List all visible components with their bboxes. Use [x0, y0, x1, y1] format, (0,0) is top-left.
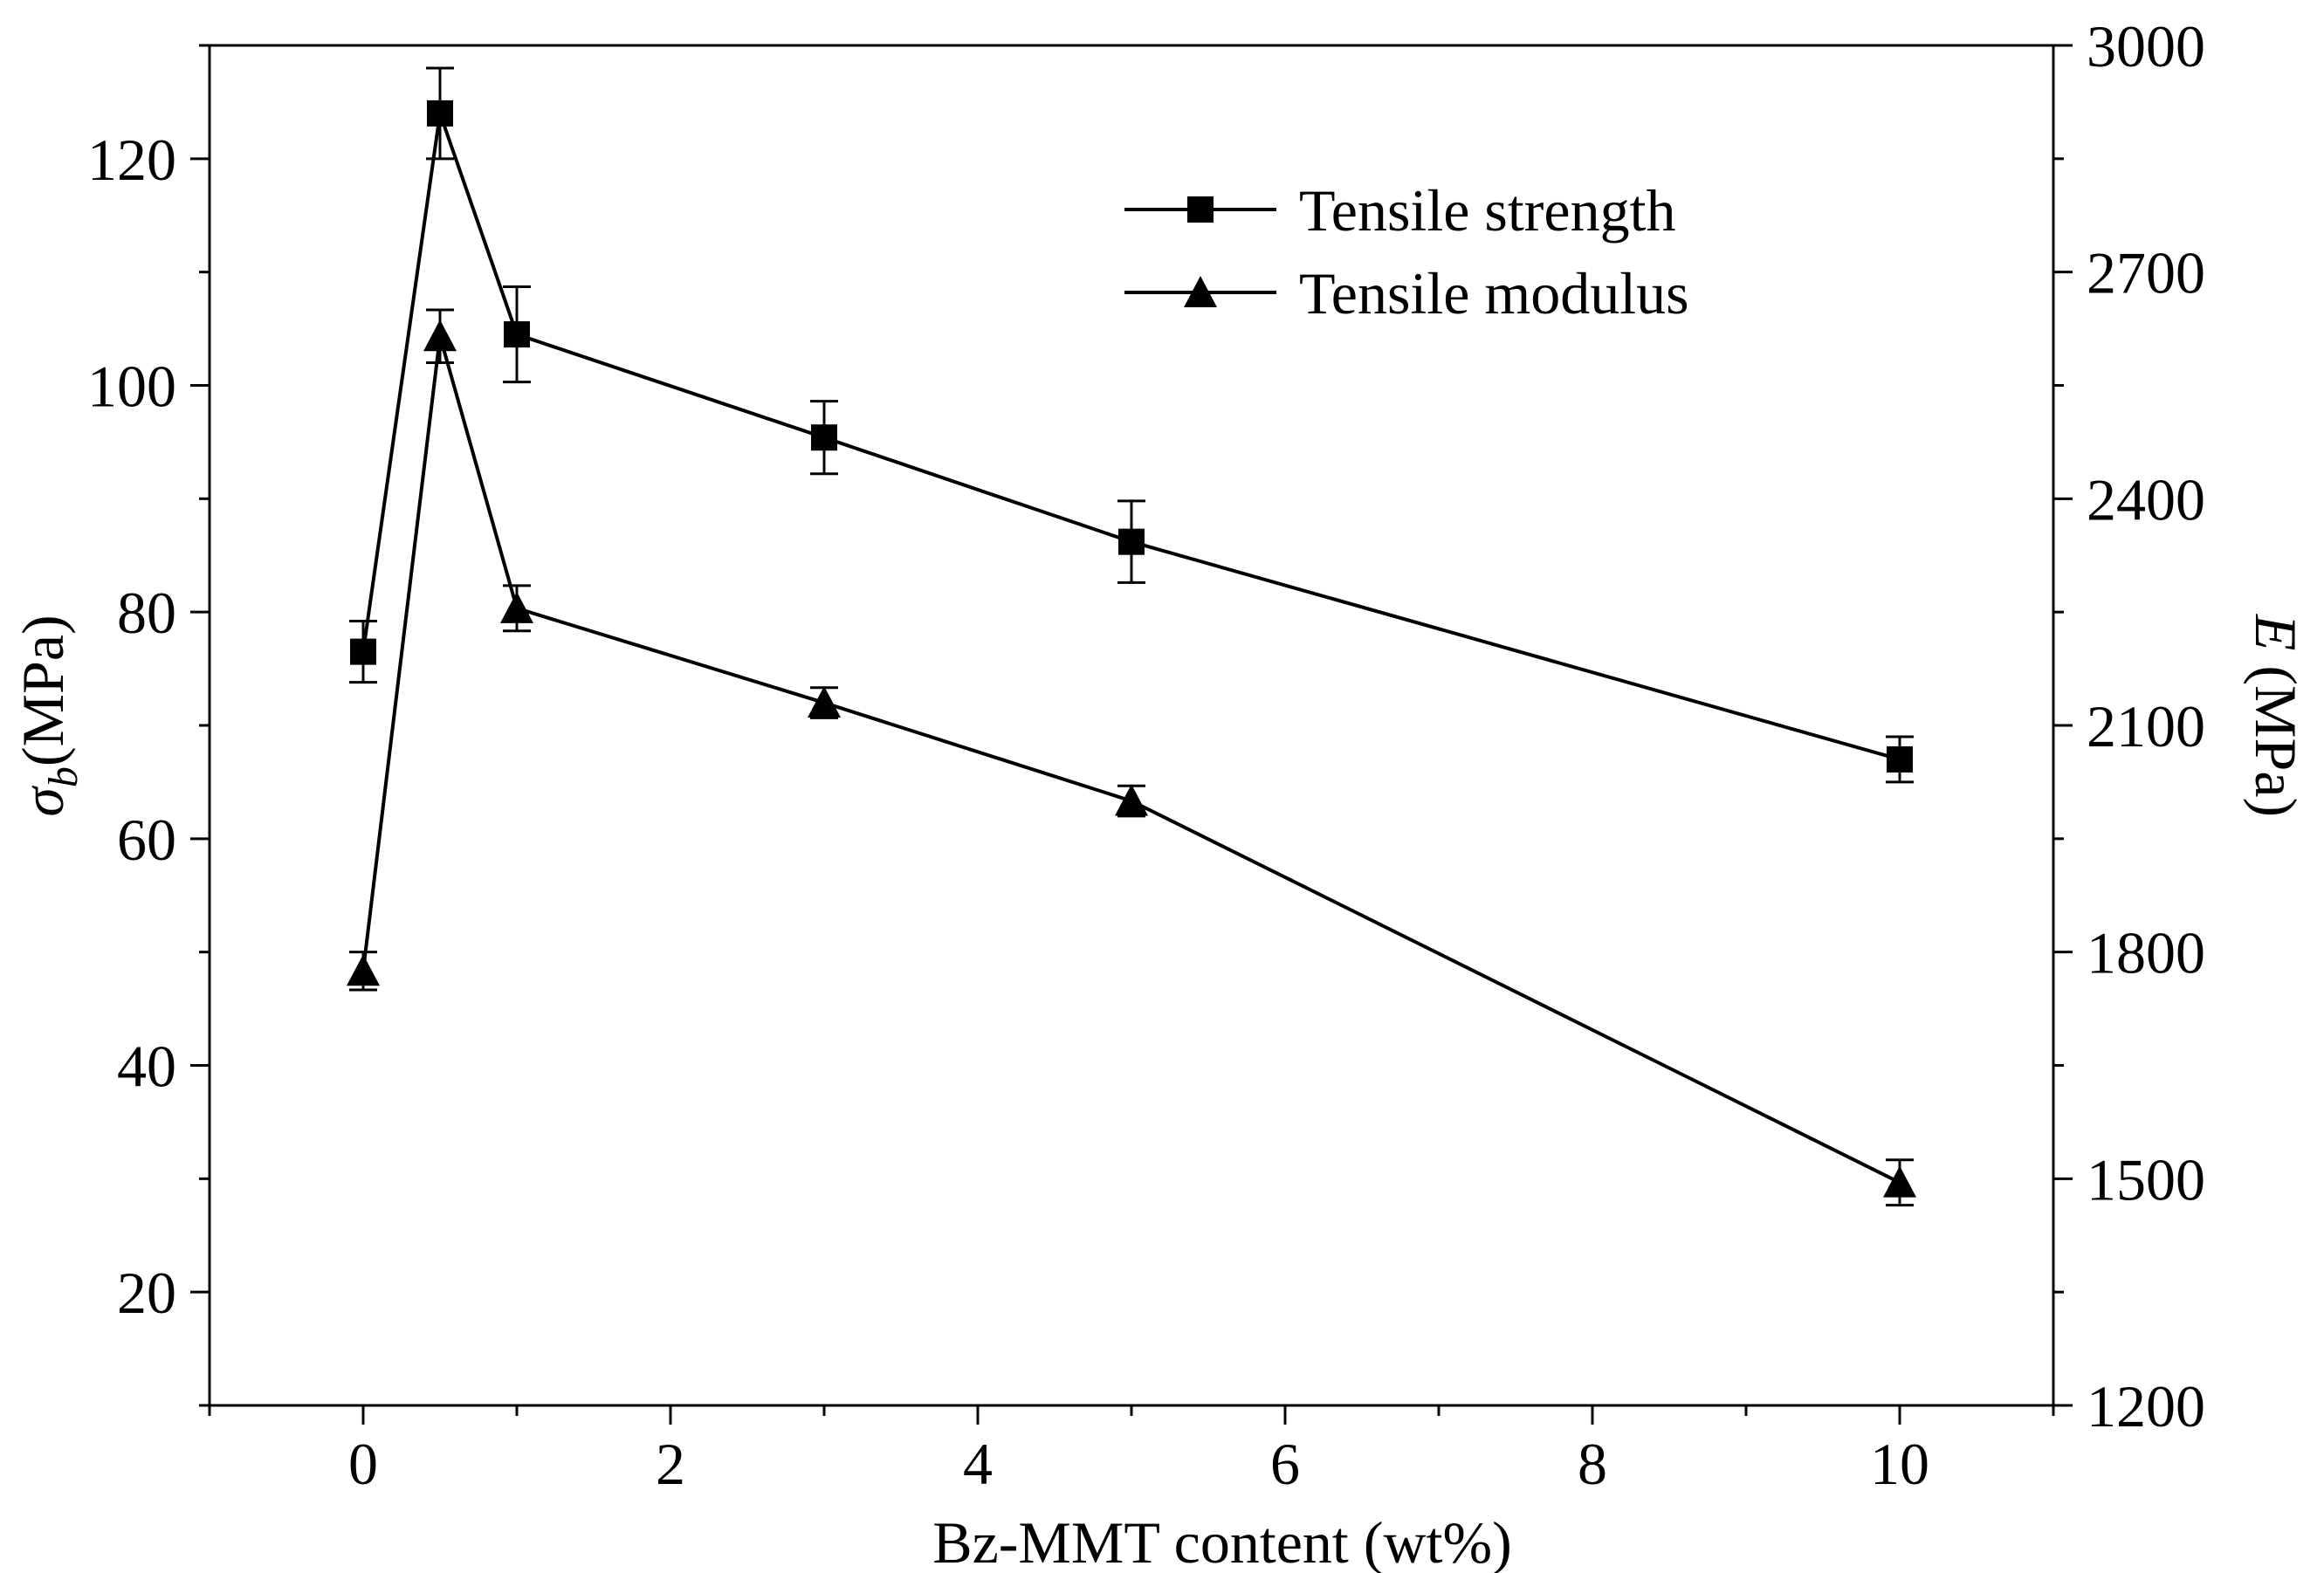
series-layer: [347, 66, 1916, 1207]
y-right-tick-label: 3000: [2087, 13, 2205, 79]
data-point: [808, 686, 841, 718]
y-right-tick-label: 2700: [2087, 240, 2205, 306]
y-right-tick-label: 1800: [2087, 920, 2205, 986]
data-point: [811, 424, 837, 451]
y-left-subscript: b: [40, 766, 86, 787]
y-right-symbol: E: [2243, 614, 2309, 651]
series-triangle: [347, 308, 1916, 1207]
y-left-tick-label: 80: [117, 580, 176, 646]
y-left-tick-label: 40: [117, 1034, 176, 1100]
x-tick-label: 8: [1578, 1431, 1607, 1497]
data-point: [1883, 1165, 1916, 1198]
series-line: [361, 113, 1901, 761]
y-left-unit: (MPa): [10, 615, 76, 766]
series-line: [361, 335, 1901, 1185]
y-right-tick-label: 2400: [2087, 466, 2205, 532]
data-point: [500, 591, 533, 623]
x-tick-label: 2: [656, 1431, 685, 1497]
y-left-symbol: σ: [10, 786, 76, 817]
legend-marker: [1187, 196, 1214, 223]
data-point: [350, 638, 376, 665]
y-right-tick-label: 1500: [2087, 1146, 2205, 1212]
x-axis-title: Bz-MMT content (wt%): [932, 1509, 1512, 1573]
y-left-tick-label: 60: [117, 807, 176, 873]
x-tick-label: 6: [1270, 1431, 1300, 1497]
x-tick-label: 0: [348, 1431, 378, 1497]
y-right-tick-label: 1200: [2087, 1373, 2205, 1439]
x-tick-label: 10: [1870, 1431, 1929, 1497]
data-point: [427, 100, 453, 127]
data-point: [1118, 528, 1145, 555]
legend-label: Tensile strength: [1299, 177, 1675, 244]
y-right-unit: (MPa): [2243, 650, 2309, 817]
y-left-tick-label: 120: [87, 127, 176, 193]
data-point: [423, 319, 457, 352]
data-point: [1887, 745, 1913, 773]
series-square: [349, 66, 1914, 784]
data-point: [1115, 784, 1148, 816]
y-left-tick-label: 20: [117, 1260, 176, 1326]
axes-layer: 0 2 4 6 8 10 20 40 60 80 100 120 1200 1500 1800 2100 240…: [87, 13, 2205, 1497]
data-point: [347, 954, 380, 986]
y-right-tick-label: 2100: [2087, 693, 2205, 759]
data-point: [504, 321, 530, 348]
y-left-axis-title: σb(MPa): [10, 615, 86, 816]
legend-label: Tensile modulus: [1299, 260, 1689, 326]
y-left-tick-label: 100: [87, 354, 176, 420]
legend-marker: [1184, 276, 1217, 307]
x-tick-label: 4: [963, 1431, 993, 1497]
y-right-axis-title: E (MPa): [2243, 614, 2309, 817]
legend: Tensile strength Tensile modulus: [1124, 177, 1689, 326]
